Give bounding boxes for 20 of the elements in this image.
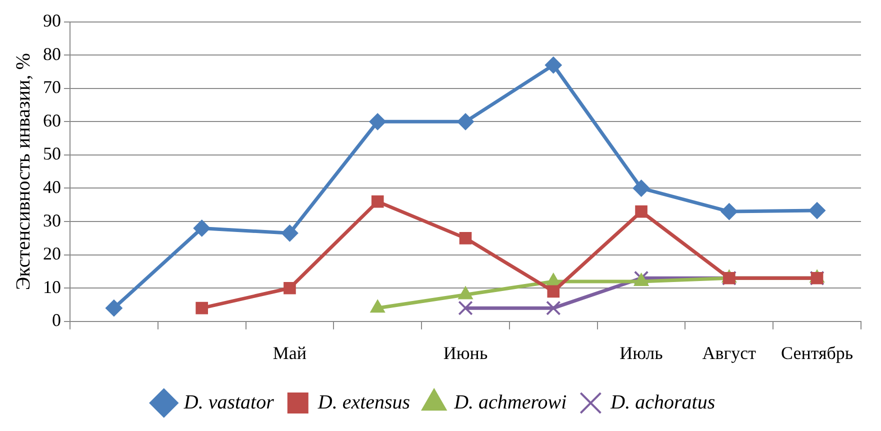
y-tick-label: 40 — [43, 176, 61, 197]
y-tick-label: 0 — [52, 310, 61, 330]
x-tick-label: Июль — [620, 342, 663, 363]
x-tick-label: Сентябрь — [780, 342, 854, 363]
y-axis-title: Экстенсивность инвазии, % — [12, 53, 34, 290]
y-tick-label: 80 — [43, 44, 61, 64]
legend-label: D. achmerowi — [453, 391, 567, 414]
x-tick-label: Июнь — [443, 342, 488, 363]
x-tick-label: Май — [272, 342, 307, 363]
y-tick-label: 10 — [43, 276, 61, 297]
legend-label: D. vastator — [182, 391, 274, 414]
y-tick-label: 50 — [43, 144, 61, 164]
y-tick-label: 90 — [43, 10, 61, 31]
y-tick-label: 60 — [43, 110, 61, 130]
legend-label: D. extensus — [316, 391, 410, 414]
legend-label: D. achoratus — [610, 391, 716, 414]
x-tick-label: Август — [702, 342, 756, 363]
y-tick-label: 30 — [43, 210, 61, 230]
y-tick-label: 20 — [43, 244, 61, 264]
y-tick-label: 70 — [43, 77, 61, 98]
